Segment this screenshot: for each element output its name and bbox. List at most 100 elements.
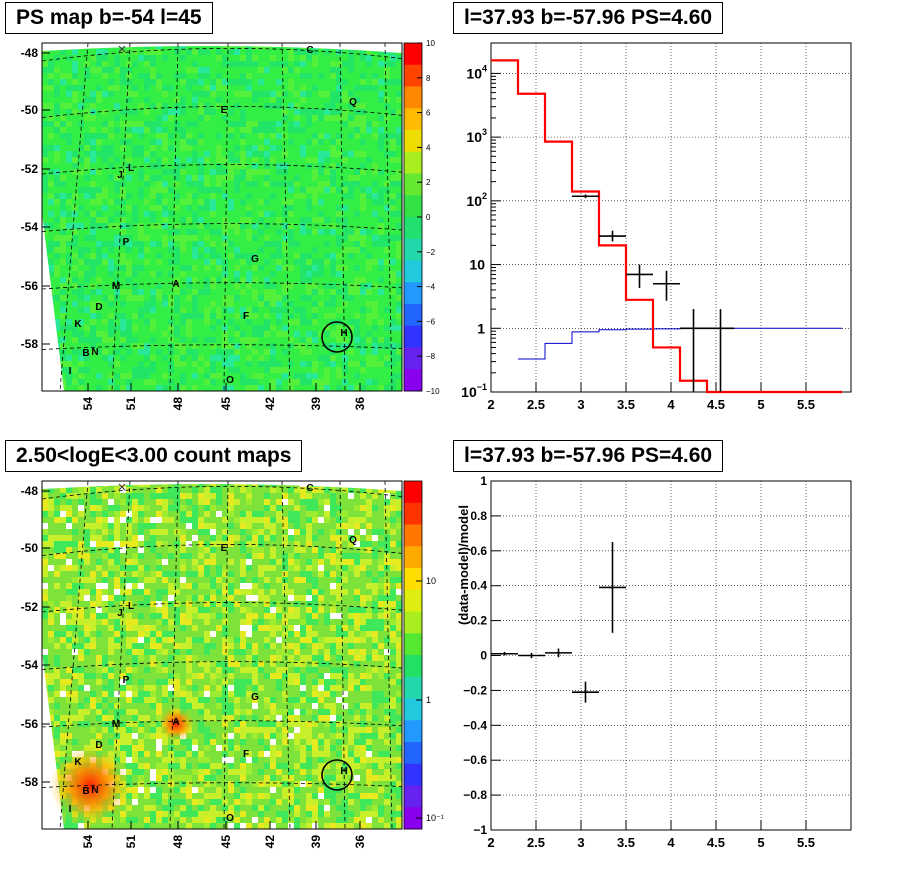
x-tick-label: 45 — [219, 397, 233, 411]
colorbar-band — [404, 86, 422, 109]
source-label-o: O — [226, 813, 234, 824]
count-map-title: 2.50<logE<3.00 count maps — [5, 440, 303, 472]
source-label-j: J — [117, 608, 123, 619]
graticule-lon — [281, 43, 291, 391]
x-tick-label: 51 — [124, 397, 138, 411]
colorbar-band — [404, 217, 422, 240]
colorbar-band — [404, 698, 422, 721]
colorbar-label: 10 — [426, 576, 436, 586]
graticule-lon — [111, 481, 131, 829]
source-label-p: P — [123, 237, 130, 248]
colorbar-band — [404, 589, 422, 612]
source-label-q: Q — [349, 97, 357, 108]
source-label-c: C — [306, 483, 313, 494]
colorbar-band — [404, 611, 422, 634]
source-label-n: N — [91, 347, 98, 358]
y-tick-label: 0.6 — [470, 544, 487, 558]
source-label-i: I — [69, 804, 72, 815]
source-label-b: B — [82, 348, 89, 359]
y-tick-label: -56 — [21, 717, 39, 731]
source-label-a: A — [172, 717, 179, 728]
graticule-lon — [169, 43, 179, 391]
y-tick-label: 102 — [466, 191, 487, 209]
source-label-h: H — [340, 328, 347, 339]
y-tick-label: -48 — [21, 46, 39, 60]
y-tick-label: 10−1 — [461, 382, 487, 400]
map-edge-left — [42, 213, 64, 391]
colorbar-label: −10 — [426, 387, 440, 396]
colorbar-band — [404, 195, 422, 218]
spectrum-title: l=37.93 b=-57.96 PS=4.60 — [453, 2, 724, 34]
y-tick-label: −0.2 — [463, 683, 487, 697]
colorbar-band — [404, 763, 422, 786]
source-label-p: P — [123, 675, 130, 686]
graticule-lon — [59, 481, 89, 829]
x-tick-label: 3.5 — [617, 835, 635, 850]
graticule-lon — [384, 43, 393, 391]
y-tick-label: -52 — [21, 162, 39, 176]
y-tick-label: 104 — [466, 63, 487, 81]
x-tick-label: 2.5 — [527, 835, 545, 850]
map-edge-top — [42, 43, 402, 53]
colorbar-band — [404, 64, 422, 87]
ps-map-title: PS map b=-54 l=45 — [5, 2, 213, 34]
graticule-lon — [384, 481, 393, 829]
source-label-e: E — [221, 543, 228, 554]
source-label-g: G — [251, 254, 259, 265]
colorbar-band — [404, 43, 422, 66]
x-tick-label: 2.5 — [527, 397, 545, 412]
x-tick-label: 54 — [81, 397, 95, 411]
y-tick-label: 0.8 — [470, 509, 487, 523]
ps-map-colorbar: 10 8 6 4 2 0 −2 −4 −6 −8 −10 — [403, 39, 440, 396]
graticule-lon — [169, 481, 179, 829]
colorbar-band — [404, 481, 422, 504]
model-total-step-line — [491, 59, 842, 394]
colorbar-band — [404, 108, 422, 131]
colorbar-band — [404, 524, 422, 547]
x-tick-label: 36 — [353, 835, 367, 849]
count-map-image: C Q E LJ P G M A D K F H B N I O — [42, 481, 402, 829]
source-label-d: D — [95, 740, 102, 751]
source-label-h: H — [340, 766, 347, 777]
graticule-lon — [339, 481, 346, 829]
y-axis-label: (data-model)/model — [456, 505, 471, 625]
y-tick-label: -54 — [21, 658, 39, 672]
colorbar-band — [404, 304, 422, 327]
count-map-colorbar: 10 1 10⁻¹ — [403, 480, 444, 830]
source-label-k: K — [74, 319, 82, 330]
source-a-blob — [158, 706, 194, 742]
x-tick-label: 5.5 — [797, 397, 815, 412]
colorbar-label: −8 — [426, 352, 436, 361]
map-frame — [41, 480, 403, 830]
colorbar-band — [404, 742, 422, 765]
x-tick-label: 4 — [667, 397, 675, 412]
x-tick-label: 5.5 — [797, 835, 815, 850]
colorbar-label: −2 — [426, 248, 436, 257]
x-tick-label: 5 — [757, 397, 764, 412]
colorbar-band — [404, 546, 422, 569]
colorbar-band — [404, 260, 422, 283]
source-label-c: C — [306, 45, 313, 56]
colorbar-label: 6 — [426, 109, 431, 118]
x-tick-label: 4.5 — [707, 397, 725, 412]
map-frame — [41, 42, 403, 392]
x-tick-label: 39 — [309, 835, 323, 849]
source-label-i: I — [69, 366, 72, 377]
y-tick-label: -56 — [21, 279, 39, 293]
target-circle — [321, 759, 353, 791]
colorbar-label: 1 — [426, 695, 431, 705]
source-label-a: A — [172, 279, 179, 290]
colorbar-label: 10 — [426, 39, 435, 48]
graticule-lon — [59, 43, 89, 391]
colorbar-label: 0 — [426, 213, 431, 222]
y-tick-label: −0.6 — [463, 753, 487, 767]
map-edge-top — [42, 481, 402, 491]
x-tick-label: 2 — [487, 835, 494, 850]
x-tick-label: 42 — [263, 835, 277, 849]
graticule-lon — [111, 43, 131, 391]
colorbar-band — [404, 325, 422, 348]
residual-title: l=37.93 b=-57.96 PS=4.60 — [453, 440, 724, 472]
y-tick-label: 103 — [466, 127, 487, 145]
colorbar-band — [404, 502, 422, 525]
x-tick-label: 42 — [263, 397, 277, 411]
